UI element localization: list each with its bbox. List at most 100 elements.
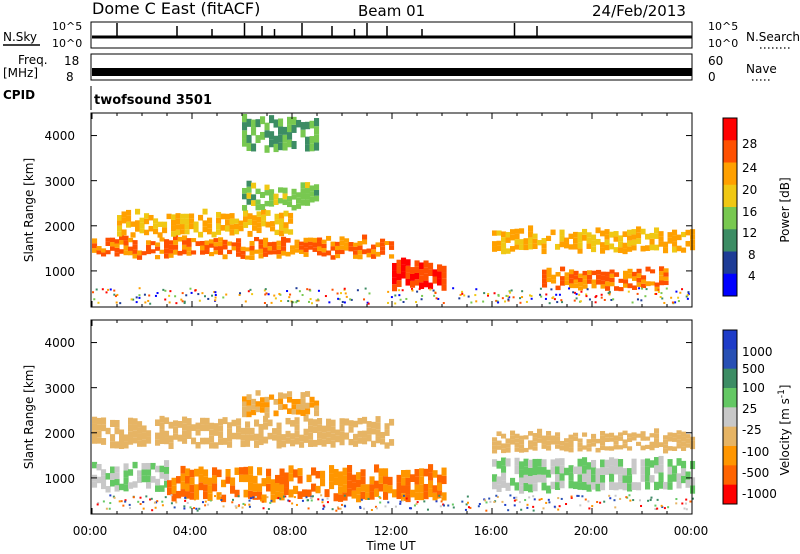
heatmap-cell: [441, 467, 447, 476]
heatmap-speckle: [415, 301, 418, 304]
heatmap-speckle: [249, 288, 252, 291]
heatmap-cell: [243, 222, 249, 228]
heatmap-cell: [216, 469, 222, 478]
heatmap-cell: [246, 180, 252, 187]
heatmap-speckle: [496, 300, 499, 303]
heatmap-cell: [159, 485, 165, 492]
heatmap-cell: [604, 234, 610, 240]
heatmap-cell: [300, 410, 306, 416]
heatmap-cell: [523, 458, 529, 467]
heatmap-cell: [410, 474, 416, 482]
heatmap-speckle: [201, 292, 204, 295]
heatmap-speckle: [102, 500, 105, 503]
heatmap-cell: [330, 426, 336, 434]
heatmap-cell: [231, 419, 237, 427]
heatmap-cell: [305, 408, 311, 415]
heatmap-speckle: [660, 292, 663, 295]
heatmap-cell: [371, 440, 377, 448]
heatmap-cell: [577, 482, 583, 490]
heatmap-cell: [276, 245, 282, 250]
heatmap-cell: [326, 418, 332, 426]
heatmap-speckle: [339, 507, 342, 510]
heatmap-speckle: [415, 502, 418, 505]
heatmap-cell: [146, 240, 152, 245]
heatmap-cell: [600, 440, 606, 446]
power-cbar-tick-4: 12: [742, 226, 757, 240]
heatmap-cell: [577, 237, 583, 243]
heatmap-cell: [204, 437, 210, 445]
heatmap-speckle: [267, 293, 270, 296]
heatmap-cell: [532, 475, 538, 484]
heatmap-cell: [276, 435, 282, 443]
heatmap-cell: [357, 254, 363, 260]
heatmap-cell: [353, 254, 359, 259]
heatmap-cell: [405, 494, 411, 503]
heatmap-cell: [243, 489, 249, 498]
heatmap-cell: [432, 470, 438, 478]
heatmap-cell: [114, 485, 120, 492]
heatmap-speckle: [337, 507, 340, 510]
heatmap-speckle: [496, 495, 499, 498]
heatmap-speckle: [261, 495, 264, 498]
heatmap-cell: [202, 220, 208, 227]
heatmap-cell: [246, 118, 252, 127]
heatmap-cell: [264, 396, 270, 403]
heatmap-cell: [586, 462, 592, 470]
heatmap-cell: [600, 435, 606, 441]
heatmap-cell: [326, 235, 332, 241]
heatmap-speckle: [122, 504, 125, 507]
heatmap-cell: [137, 476, 143, 483]
heatmap-speckle: [596, 500, 599, 503]
heatmap-cell: [401, 264, 407, 272]
heatmap-cell: [564, 280, 570, 286]
heatmap-cell: [175, 229, 181, 236]
heatmap-cell: [282, 193, 288, 200]
heatmap-cell: [96, 430, 102, 438]
heatmap-cell: [654, 465, 660, 474]
heatmap-cell: [573, 466, 579, 475]
heatmap-cell: [330, 246, 336, 251]
heatmap-speckle: [219, 494, 222, 497]
heatmap-cell: [245, 247, 251, 252]
heatmap-cell: [505, 447, 511, 453]
heatmap-speckle: [483, 292, 486, 295]
heatmap-cell: [329, 473, 335, 482]
heatmap-cell: [212, 475, 218, 484]
heatmap-cell: [528, 243, 534, 250]
heatmap-cell: [114, 466, 120, 473]
nave-tick-high: 60: [708, 54, 723, 68]
heatmap-cell: [221, 479, 227, 488]
heatmap-speckle: [550, 288, 553, 291]
heatmap-cell: [281, 236, 287, 242]
heatmap-cell: [335, 241, 341, 246]
heatmap-speckle: [423, 500, 426, 503]
heatmap-speckle: [135, 296, 138, 299]
heatmap-cell: [207, 223, 213, 229]
heatmap-cell: [242, 130, 248, 139]
heatmap-speckle: [570, 496, 573, 499]
heatmap-cell: [423, 260, 429, 268]
heatmap-speckle: [307, 499, 310, 502]
heatmap-speckle: [421, 294, 424, 297]
heatmap-cell: [227, 435, 233, 442]
heatmap-cell: [159, 436, 165, 445]
heatmap-cell: [528, 444, 534, 450]
heatmap-cell: [596, 269, 602, 275]
heatmap-speckle: [343, 287, 346, 290]
heatmap-speckle: [368, 292, 371, 295]
heatmap-speckle: [579, 504, 582, 507]
heatmap-speckle: [607, 292, 610, 295]
heatmap-speckle: [553, 505, 556, 508]
heatmap-cell: [577, 242, 583, 249]
heatmap-cell: [437, 482, 443, 491]
heatmap-cell: [654, 457, 660, 466]
heatmap-cell: [414, 469, 420, 477]
heatmap-cell: [191, 424, 197, 431]
velocity-cbar-tick-7: -1000: [742, 487, 777, 501]
heatmap-cell: [636, 277, 642, 283]
heatmap-speckle: [183, 302, 186, 305]
heatmap-cell: [496, 245, 502, 252]
heatmap-cell: [261, 209, 267, 215]
heatmap-cell: [501, 480, 507, 488]
heatmap-cell: [369, 484, 375, 492]
